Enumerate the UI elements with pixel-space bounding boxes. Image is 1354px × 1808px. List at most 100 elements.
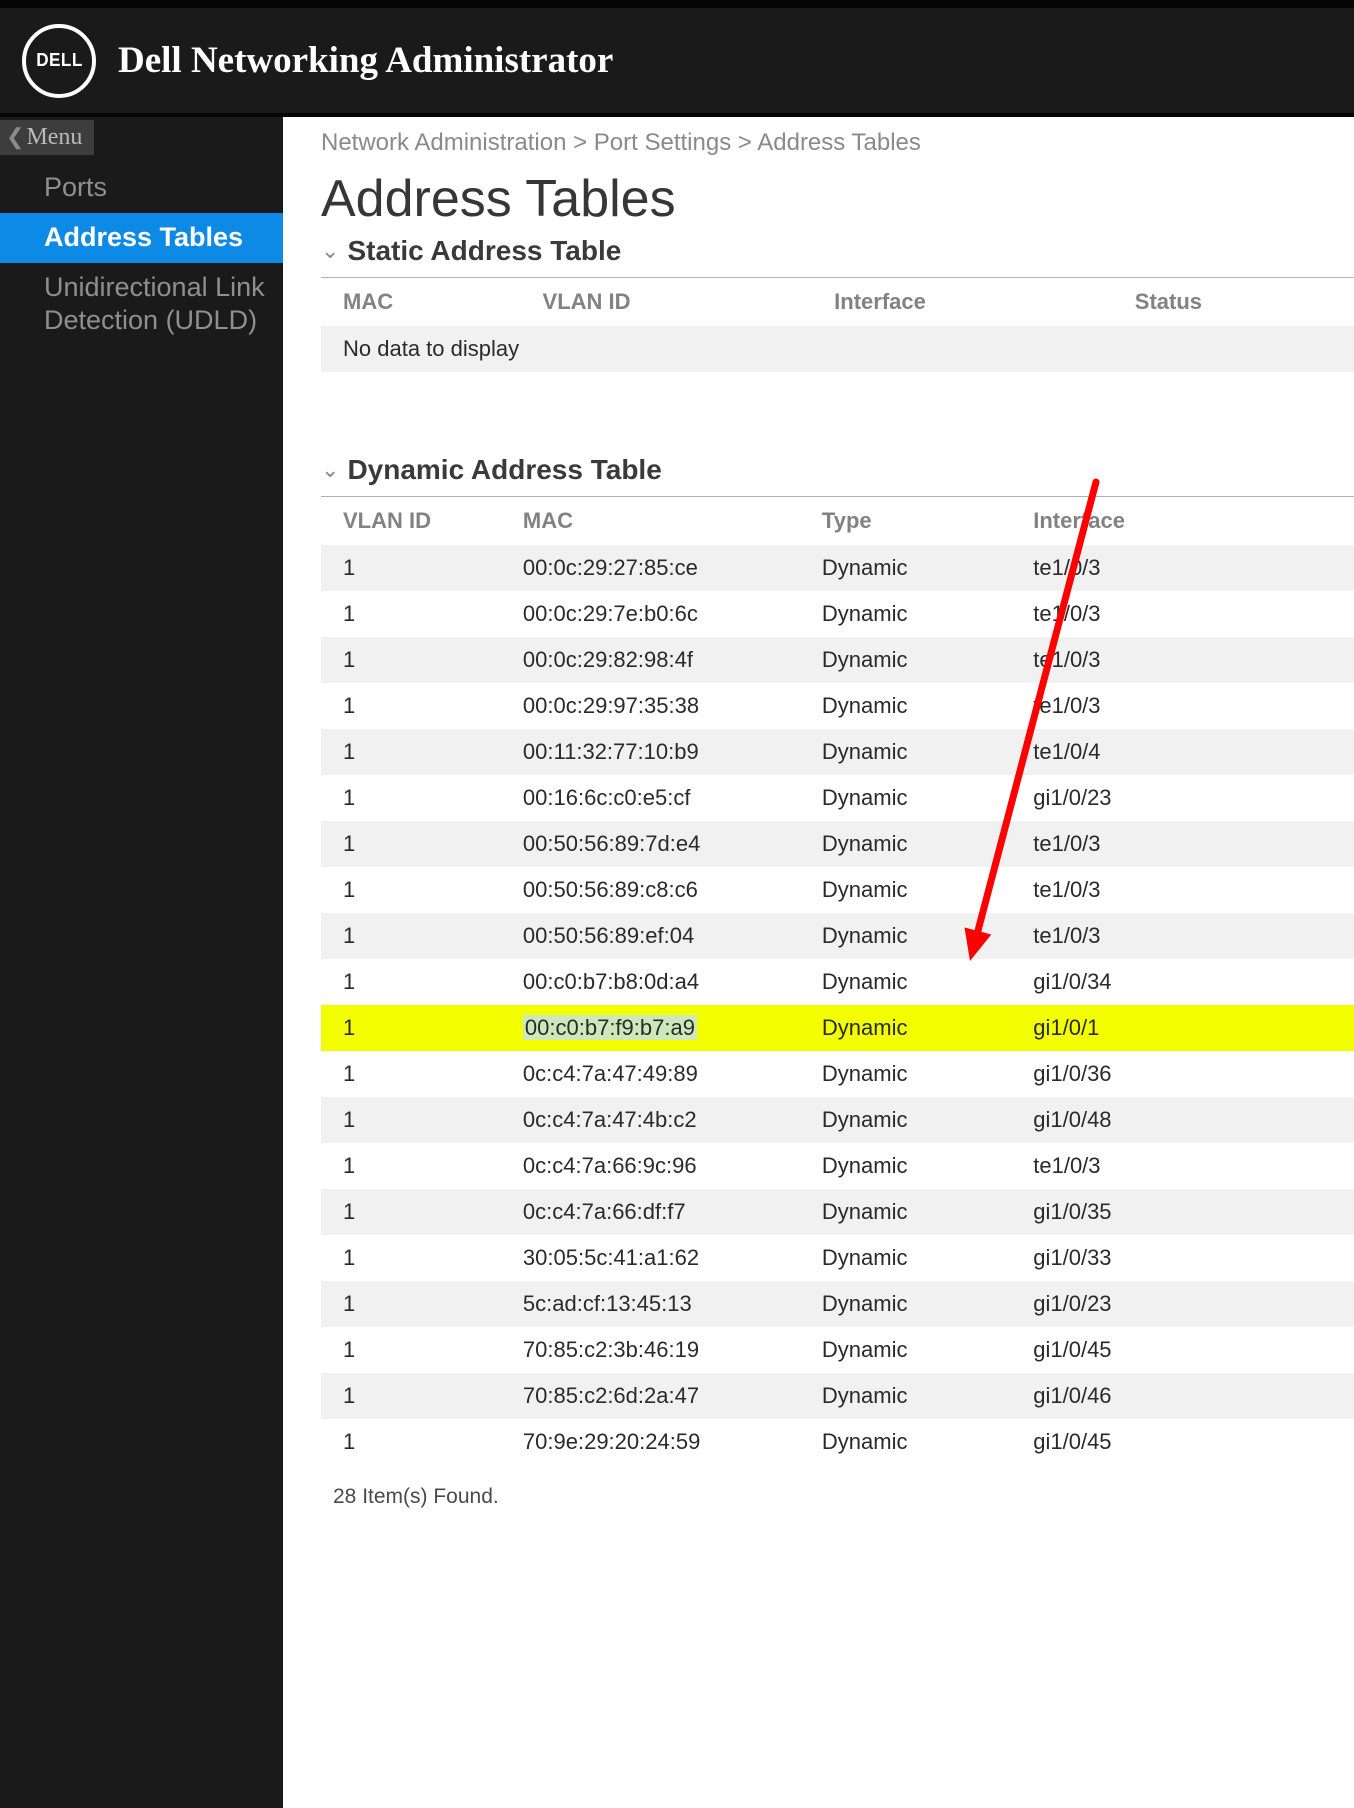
cell-type: Dynamic	[800, 545, 1011, 591]
cell-mac: 30:05:5c:41:a1:62	[501, 1235, 800, 1281]
table-row[interactable]: 170:85:c2:3b:46:19Dynamicgi1/0/45	[321, 1327, 1354, 1373]
cell-vlan: 1	[321, 867, 501, 913]
cell-mac: 00:50:56:89:ef:04	[501, 913, 800, 959]
menu-label: Menu	[26, 124, 82, 150]
dell-logo: DELL	[22, 24, 96, 98]
sidebar-item-ports[interactable]: Ports	[0, 163, 283, 213]
cell-type: Dynamic	[800, 591, 1011, 637]
no-data-text: No data to display	[321, 326, 1354, 372]
cell-vlan: 1	[321, 1051, 501, 1097]
cell-type: Dynamic	[800, 775, 1011, 821]
table-row[interactable]: 15c:ad:cf:13:45:13Dynamicgi1/0/23	[321, 1281, 1354, 1327]
cell-type: Dynamic	[800, 1097, 1011, 1143]
cell-type: Dynamic	[800, 1327, 1011, 1373]
cell-type: Dynamic	[800, 637, 1011, 683]
cell-mac: 0c:c4:7a:66:9c:96	[501, 1143, 800, 1189]
table-row[interactable]: 100:0c:29:97:35:38Dynamicte1/0/3	[321, 683, 1354, 729]
cell-mac: 00:0c:29:7e:b0:6c	[501, 591, 800, 637]
dell-logo-text: DELL	[36, 50, 83, 71]
cell-interface: gi1/0/36	[1011, 1051, 1354, 1097]
cell-vlan: 1	[321, 1327, 501, 1373]
table-row[interactable]: 100:c0:b7:b8:0d:a4Dynamicgi1/0/34	[321, 959, 1354, 1005]
column-header: MAC	[501, 497, 800, 545]
cell-type: Dynamic	[800, 867, 1011, 913]
breadcrumb-part[interactable]: Network Administration	[321, 129, 566, 156]
table-row[interactable]: 100:0c:29:82:98:4fDynamicte1/0/3	[321, 637, 1354, 683]
cell-interface: te1/0/3	[1011, 545, 1354, 591]
dynamic-table-header[interactable]: ⌄ Dynamic Address Table	[321, 450, 1354, 497]
cell-vlan: 1	[321, 729, 501, 775]
cell-interface: gi1/0/23	[1011, 775, 1354, 821]
cell-vlan: 1	[321, 959, 501, 1005]
cell-type: Dynamic	[800, 1281, 1011, 1327]
column-header: VLAN ID	[521, 278, 813, 326]
cell-vlan: 1	[321, 1419, 501, 1465]
table-row[interactable]: 100:0c:29:7e:b0:6cDynamicte1/0/3	[321, 591, 1354, 637]
cell-mac: 00:c0:b7:f9:b7:a9	[501, 1005, 800, 1051]
cell-vlan: 1	[321, 545, 501, 591]
cell-interface: te1/0/3	[1011, 591, 1354, 637]
table-row[interactable]: 10c:c4:7a:66:9c:96Dynamicte1/0/3	[321, 1143, 1354, 1189]
cell-mac: 0c:c4:7a:47:49:89	[501, 1051, 800, 1097]
page-title: Address Tables	[321, 169, 1354, 229]
mac-highlight: 00:c0:b7:f9:b7:a9	[523, 1015, 697, 1040]
cell-vlan: 1	[321, 1235, 501, 1281]
sidebar-item-unidirectional-link-detection-udld[interactable]: Unidirectional Link Detection (UDLD)	[0, 263, 283, 347]
cell-interface: gi1/0/35	[1011, 1189, 1354, 1235]
dynamic-address-table: VLAN IDMACTypeInterface 100:0c:29:27:85:…	[321, 497, 1354, 1465]
cell-mac: 0c:c4:7a:47:4b:c2	[501, 1097, 800, 1143]
cell-mac: 00:16:6c:c0:e5:cf	[501, 775, 800, 821]
cell-type: Dynamic	[800, 959, 1011, 1005]
cell-type: Dynamic	[800, 1419, 1011, 1465]
cell-type: Dynamic	[800, 729, 1011, 775]
column-header: Type	[800, 497, 1011, 545]
column-header: VLAN ID	[321, 497, 501, 545]
cell-vlan: 1	[321, 1097, 501, 1143]
table-row[interactable]: 100:50:56:89:7d:e4Dynamicte1/0/3	[321, 821, 1354, 867]
cell-vlan: 1	[321, 775, 501, 821]
cell-mac: 70:85:c2:6d:2a:47	[501, 1373, 800, 1419]
table-row[interactable]: 100:0c:29:27:85:ceDynamicte1/0/3	[321, 545, 1354, 591]
cell-mac: 00:50:56:89:7d:e4	[501, 821, 800, 867]
table-row[interactable]: 170:85:c2:6d:2a:47Dynamicgi1/0/46	[321, 1373, 1354, 1419]
cell-mac: 70:85:c2:3b:46:19	[501, 1327, 800, 1373]
table-row[interactable]: 100:11:32:77:10:b9Dynamicte1/0/4	[321, 729, 1354, 775]
cell-type: Dynamic	[800, 1143, 1011, 1189]
product-title: Dell Networking Administrator	[118, 39, 613, 82]
table-row[interactable]: 100:50:56:89:ef:04Dynamicte1/0/3	[321, 913, 1354, 959]
main-content: Network Administration > Port Settings >…	[283, 117, 1354, 1808]
cell-interface: te1/0/3	[1011, 1143, 1354, 1189]
static-table-header[interactable]: ⌄ Static Address Table	[321, 231, 1354, 278]
cell-type: Dynamic	[800, 683, 1011, 729]
table-row[interactable]: 100:c0:b7:f9:b7:a9Dynamicgi1/0/1	[321, 1005, 1354, 1051]
cell-mac: 70:9e:29:20:24:59	[501, 1419, 800, 1465]
top-bar: DELL Dell Networking Administrator	[0, 0, 1354, 117]
chevron-down-icon: ⌄	[321, 238, 339, 264]
cell-vlan: 1	[321, 591, 501, 637]
cell-vlan: 1	[321, 1373, 501, 1419]
cell-vlan: 1	[321, 1005, 501, 1051]
breadcrumb-part[interactable]: Port Settings	[594, 129, 731, 156]
cell-type: Dynamic	[800, 1005, 1011, 1051]
cell-type: Dynamic	[800, 821, 1011, 867]
cell-type: Dynamic	[800, 913, 1011, 959]
table-row[interactable]: 10c:c4:7a:47:4b:c2Dynamicgi1/0/48	[321, 1097, 1354, 1143]
menu-back-button[interactable]: ❮Menu	[0, 120, 94, 155]
cell-interface: gi1/0/33	[1011, 1235, 1354, 1281]
sidebar-item-address-tables[interactable]: Address Tables	[0, 213, 283, 263]
table-row-no-data: No data to display	[321, 326, 1354, 372]
cell-vlan: 1	[321, 913, 501, 959]
table-row[interactable]: 100:16:6c:c0:e5:cfDynamicgi1/0/23	[321, 775, 1354, 821]
breadcrumb-part[interactable]: Address Tables	[757, 129, 921, 156]
cell-type: Dynamic	[800, 1235, 1011, 1281]
cell-vlan: 1	[321, 821, 501, 867]
cell-type: Dynamic	[800, 1189, 1011, 1235]
table-row[interactable]: 10c:c4:7a:66:df:f7Dynamicgi1/0/35	[321, 1189, 1354, 1235]
table-row[interactable]: 10c:c4:7a:47:49:89Dynamicgi1/0/36	[321, 1051, 1354, 1097]
cell-interface: te1/0/3	[1011, 637, 1354, 683]
table-row[interactable]: 170:9e:29:20:24:59Dynamicgi1/0/45	[321, 1419, 1354, 1465]
table-row[interactable]: 100:50:56:89:c8:c6Dynamicte1/0/3	[321, 867, 1354, 913]
cell-type: Dynamic	[800, 1051, 1011, 1097]
table-row[interactable]: 130:05:5c:41:a1:62Dynamicgi1/0/33	[321, 1235, 1354, 1281]
chevron-down-icon: ⌄	[321, 457, 339, 483]
